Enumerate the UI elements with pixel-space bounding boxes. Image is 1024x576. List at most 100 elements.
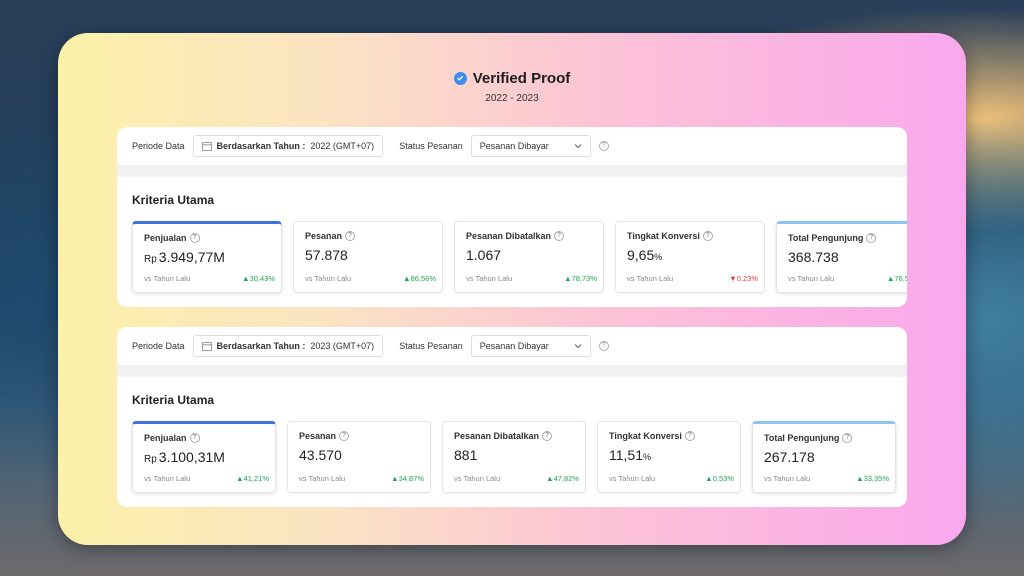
- comparison-label: vs Tahun Lalu: [454, 474, 501, 483]
- metric-label-row: Pesanan?: [299, 431, 420, 441]
- delta-badge: ▲76,5: [887, 274, 907, 283]
- metric-cards: Penjualan? Rp 3.949,77M vs Tahun Lalu ▲30,…: [117, 221, 907, 307]
- metric-footer: vs Tahun Lalu ▲0,53%: [609, 474, 734, 483]
- filter-bar: Periode Data Berdasarkan Tahun : 2022 (G…: [117, 127, 907, 165]
- delta-value: 0,23%: [736, 274, 758, 283]
- triangle-up-icon: ▲: [403, 274, 411, 283]
- delta-badge: ▼0,23%: [729, 274, 758, 283]
- status-select[interactable]: Pesanan Dibayar: [470, 335, 591, 357]
- periode-label: Periode Data: [132, 341, 185, 351]
- metric-value: 1.067: [466, 247, 502, 263]
- status-select[interactable]: Pesanan Dibayar: [470, 135, 591, 157]
- metric-footer: vs Tahun Lalu ▼0,23%: [627, 274, 758, 283]
- metric-card-tingkat-konversi[interactable]: Tingkat Konversi? 9,65% vs Tahun Lalu ▼0,…: [615, 221, 765, 293]
- page-title: Verified Proof: [472, 69, 571, 87]
- metric-footer: vs Tahun Lalu ▲33,35%: [764, 474, 889, 483]
- comparison-label: vs Tahun Lalu: [466, 274, 513, 283]
- metric-unit: %: [643, 452, 652, 462]
- help-icon[interactable]: ?: [189, 233, 200, 243]
- metric-value-row: 267.178: [764, 449, 885, 465]
- help-icon[interactable]: ?: [542, 431, 553, 441]
- help-icon[interactable]: ?: [345, 231, 356, 241]
- metric-label-row: Tingkat Konversi?: [627, 231, 754, 241]
- help-icon[interactable]: ?: [554, 231, 565, 241]
- help-icon[interactable]: ?: [842, 433, 853, 443]
- delta-value: 0,53%: [712, 474, 734, 483]
- metric-label: Penjualan: [144, 233, 187, 243]
- status-label: Status Pesanan: [399, 141, 463, 151]
- metric-footer: vs Tahun Lalu ▲30,43%: [144, 274, 275, 283]
- help-icon[interactable]: ?: [189, 433, 200, 443]
- metric-value: 267.178: [764, 449, 815, 465]
- metric-value: 57.878: [305, 247, 348, 263]
- delta-value: 86,56%: [410, 274, 436, 283]
- metric-card-penjualan[interactable]: Penjualan? Rp 3.949,77M vs Tahun Lalu ▲30,…: [132, 221, 282, 293]
- metric-card-total-pengunjung[interactable]: Total Pengunjung? 267.178 vs Tahun Lalu ▲…: [752, 421, 896, 493]
- metric-value-row: Rp 3.100,31M: [144, 449, 265, 465]
- metric-label: Tingkat Konversi: [609, 431, 682, 441]
- metric-card-pesanan[interactable]: Pesanan? 43.570 vs Tahun Lalu ▲34,87%: [287, 421, 431, 493]
- status-label: Status Pesanan: [399, 341, 463, 351]
- metric-value: 368.738: [788, 249, 839, 265]
- comparison-label: vs Tahun Lalu: [299, 474, 346, 483]
- delta-badge: ▲47,82%: [546, 474, 579, 483]
- heading: Verified Proof 2022 - 2023: [58, 69, 966, 104]
- metric-label-row: Total Pengunjung?: [788, 233, 905, 243]
- comparison-label: vs Tahun Lalu: [144, 474, 191, 483]
- page-subtitle: 2022 - 2023: [485, 93, 539, 104]
- periode-mode-label: Berdasarkan Tahun :: [216, 141, 306, 151]
- comparison-label: vs Tahun Lalu: [764, 474, 811, 483]
- metric-value-row: 881: [454, 447, 575, 463]
- help-icon[interactable]: ?: [684, 431, 695, 441]
- metric-label: Penjualan: [144, 433, 187, 443]
- metric-label: Pesanan: [305, 231, 343, 241]
- calendar-icon: [201, 342, 212, 351]
- delta-badge: ▲30,43%: [242, 274, 275, 283]
- metric-card-tingkat-konversi[interactable]: Tingkat Konversi? 11,51% vs Tahun Lalu ▲0…: [597, 421, 741, 493]
- metric-label: Total Pengunjung: [788, 233, 864, 243]
- chevron-down-icon: [574, 344, 582, 349]
- periode-label: Periode Data: [132, 141, 185, 151]
- metric-value: 881: [454, 447, 478, 463]
- metric-card-pesanan-dibatalkan[interactable]: Pesanan Dibatalkan? 881 vs Tahun Lalu ▲47…: [442, 421, 586, 493]
- delta-value: 34,87%: [398, 474, 424, 483]
- metric-value-row: 11,51%: [609, 447, 730, 463]
- metric-value-row: Rp 3.949,77M: [144, 249, 271, 265]
- delta-badge: ▲86,56%: [403, 274, 436, 283]
- metric-label-row: Total Pengunjung?: [764, 433, 885, 443]
- metric-card-pesanan-dibatalkan[interactable]: Pesanan Dibatalkan? 1.067 vs Tahun Lalu ▲…: [454, 221, 604, 293]
- triangle-up-icon: ▲: [242, 274, 250, 283]
- metric-value-row: 368.738: [788, 249, 905, 265]
- metric-footer: vs Tahun Lalu ▲47,82%: [454, 474, 579, 483]
- comparison-label: vs Tahun Lalu: [609, 474, 656, 483]
- periode-selector[interactable]: Berdasarkan Tahun : 2023 (GMT+07): [192, 335, 384, 357]
- metric-unit: %: [654, 252, 663, 262]
- metric-card-penjualan[interactable]: Penjualan? Rp 3.100,31M vs Tahun Lalu ▲41,…: [132, 421, 276, 493]
- metric-card-pesanan[interactable]: Pesanan? 57.878 vs Tahun Lalu ▲86,56%: [293, 221, 443, 293]
- triangle-up-icon: ▲: [564, 274, 572, 283]
- delta-badge: ▲41,21%: [236, 474, 269, 483]
- periode-mode-value: 2023 (GMT+07): [310, 341, 375, 351]
- periode-selector[interactable]: Berdasarkan Tahun : 2022 (GMT+07): [192, 135, 384, 157]
- help-icon[interactable]: ?: [702, 231, 713, 241]
- help-icon[interactable]: ?: [598, 341, 609, 351]
- periode-mode-value: 2022 (GMT+07): [310, 141, 375, 151]
- triangle-up-icon: ▲: [856, 474, 864, 483]
- comparison-label: vs Tahun Lalu: [627, 274, 674, 283]
- triangle-up-icon: ▲: [886, 274, 895, 283]
- metric-footer: vs Tahun Lalu ▲34,87%: [299, 474, 424, 483]
- calendar-icon: [201, 142, 212, 151]
- metric-value: 3.100,31M: [158, 449, 225, 465]
- help-icon[interactable]: ?: [866, 233, 877, 243]
- title-row: Verified Proof: [453, 69, 571, 87]
- triangle-up-icon: ▲: [705, 474, 713, 483]
- metric-footer: vs Tahun Lalu ▲76,5: [788, 274, 907, 283]
- divider: [117, 165, 907, 177]
- metric-card-total-pengunjung[interactable]: Total Pengunjung? 368.738 vs Tahun Lalu ▲…: [776, 221, 907, 293]
- section-title: Kriteria Utama: [132, 393, 215, 407]
- metric-value-row: 1.067: [466, 247, 593, 263]
- help-icon[interactable]: ?: [598, 141, 609, 151]
- help-icon[interactable]: ?: [339, 431, 350, 441]
- filter-bar: Periode Data Berdasarkan Tahun : 2023 (G…: [117, 327, 907, 365]
- delta-badge: ▲78,73%: [564, 274, 597, 283]
